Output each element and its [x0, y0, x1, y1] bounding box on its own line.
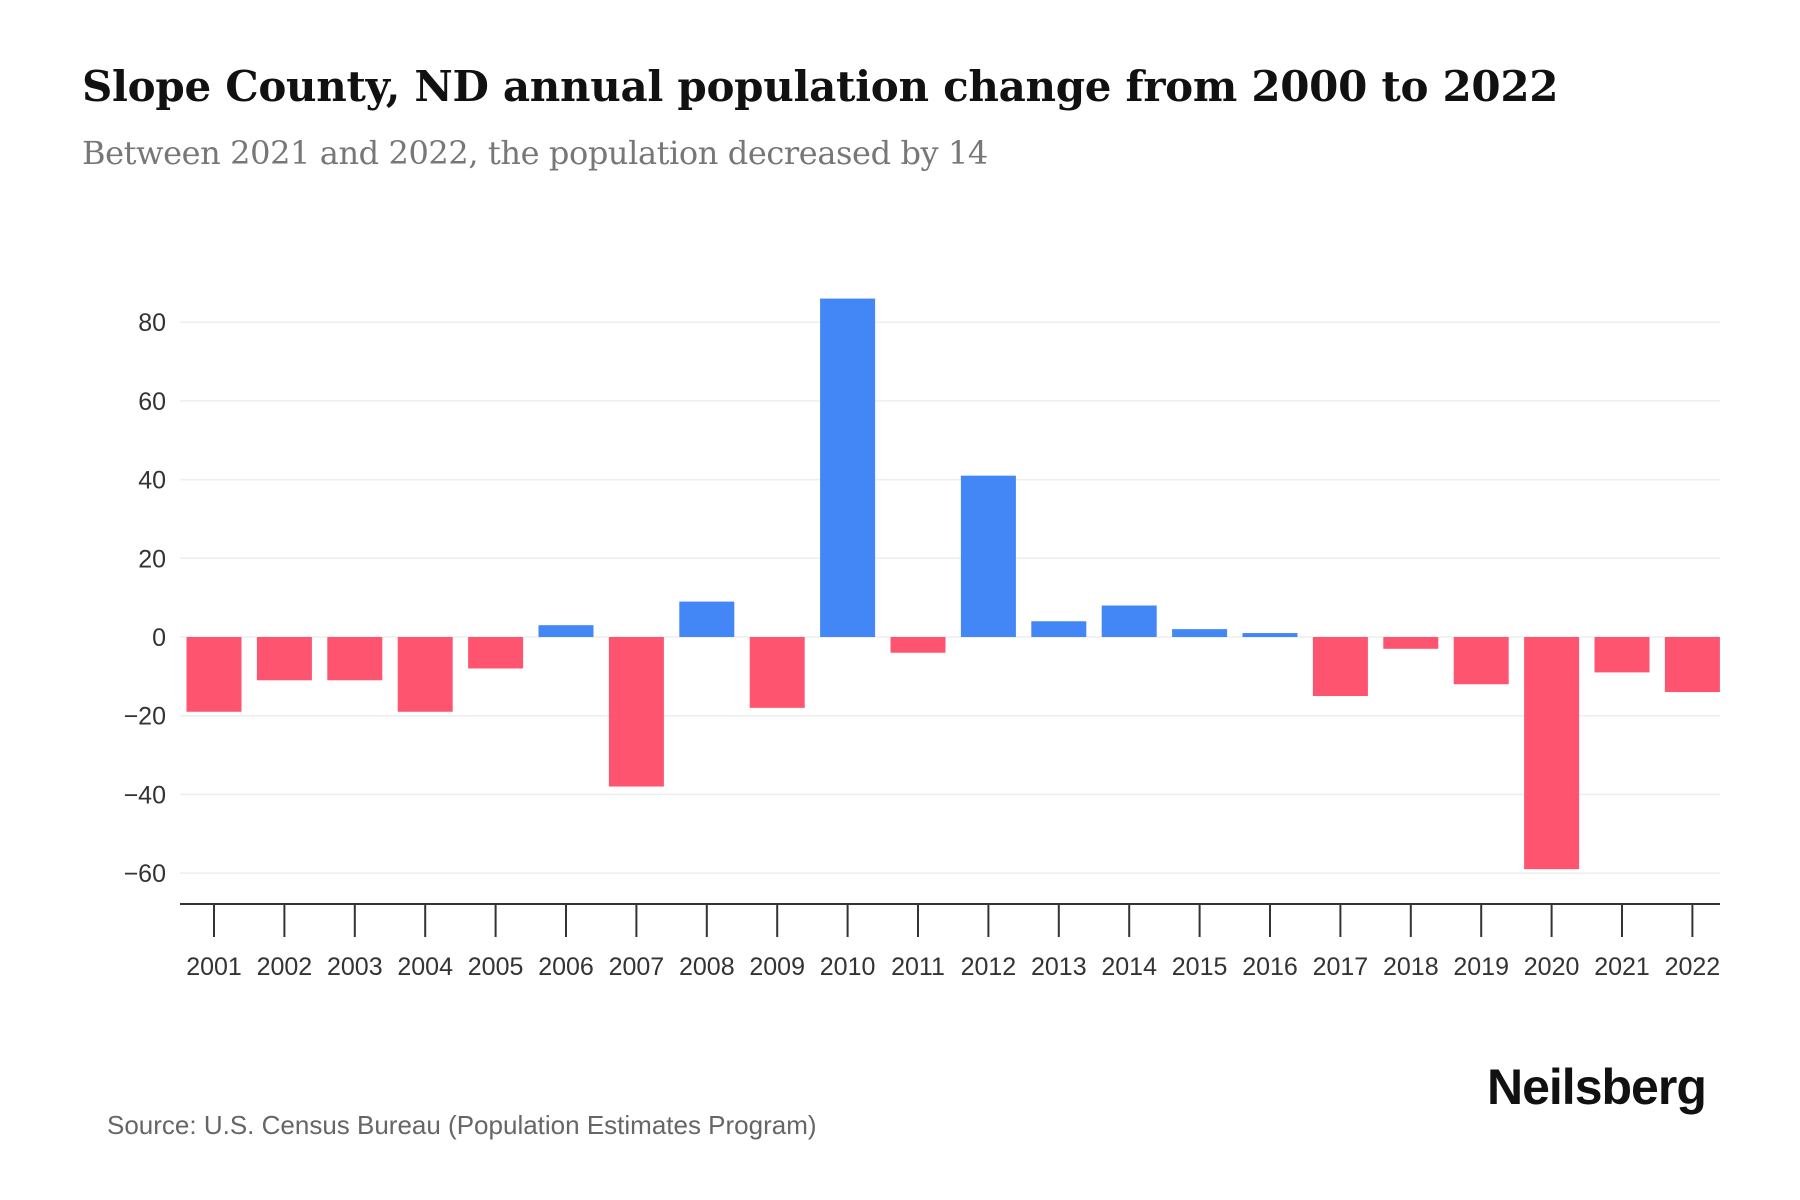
y-tick-label: 60	[138, 388, 166, 416]
y-tick-label: −40	[124, 781, 166, 809]
source-note: Source: U.S. Census Bureau (Population E…	[107, 1110, 817, 1140]
bar-2013	[1031, 621, 1087, 637]
x-tick-label: 2008	[679, 953, 735, 981]
y-tick-label: 0	[152, 624, 166, 652]
bar-2002	[256, 637, 312, 681]
x-tick-label: 2011	[891, 953, 945, 981]
x-tick-label: 2014	[1101, 953, 1157, 981]
x-tick-label: 2009	[749, 953, 805, 981]
x-tick-label: 2005	[468, 953, 524, 981]
y-tick-label: 20	[138, 545, 166, 573]
bar-2003	[327, 637, 383, 681]
x-tick-label: 2010	[820, 953, 876, 981]
x-tick-label: 2022	[1665, 953, 1721, 981]
chart-title: Slope County, ND annual population chang…	[82, 62, 1559, 111]
neilsberg-logo: Neilsberg	[1487, 1059, 1707, 1115]
bar-2005	[468, 637, 524, 669]
x-tick-label: 2013	[1031, 953, 1087, 981]
bar-2020	[1524, 637, 1580, 870]
x-tick-label: 2003	[327, 953, 383, 981]
x-tick-label: 2001	[186, 953, 242, 981]
x-tick-label: 2017	[1313, 953, 1369, 981]
x-tick-label: 2012	[961, 953, 1017, 981]
x-tick-label: 2004	[397, 953, 453, 981]
x-tick-label: 2006	[538, 953, 594, 981]
bar-2008	[679, 601, 735, 637]
bar-2006	[538, 625, 594, 637]
x-tick-label: 2019	[1453, 953, 1509, 981]
bar-2017	[1312, 637, 1368, 697]
bar-2015	[1172, 629, 1228, 637]
gridlines	[180, 321, 1720, 874]
y-tick-label: 80	[138, 309, 166, 337]
bar-2010	[820, 298, 876, 637]
x-tick-label: 2015	[1172, 953, 1228, 981]
x-tick-label: 2018	[1383, 953, 1439, 981]
x-axis: 2001 2002 2003 2004 2005 2006 2007 2008 2009 2010…	[180, 903, 1721, 981]
x-tick-label: 2016	[1242, 953, 1298, 981]
x-tick-label: 2007	[609, 953, 665, 981]
y-tick-label: −20	[124, 703, 166, 731]
x-tick-label: 2002	[257, 953, 313, 981]
bar-2012	[960, 475, 1016, 637]
chart-subtitle: Between 2021 and 2022, the population de…	[82, 134, 988, 172]
bars	[186, 298, 1720, 870]
bar-2016	[1242, 633, 1298, 637]
x-tick-label: 2020	[1524, 953, 1580, 981]
x-tick-label: 2021	[1594, 953, 1650, 981]
bar-2009	[749, 637, 805, 708]
y-tick-label: 40	[138, 467, 166, 495]
y-axis-ticks: 80 60 40 20 0 −20 −40 −60	[124, 309, 166, 888]
bar-2021	[1594, 637, 1650, 673]
y-tick-label: −60	[124, 860, 166, 888]
bar-2007	[608, 637, 664, 787]
bar-2022	[1664, 637, 1720, 693]
bar-2014	[1101, 605, 1157, 637]
bar-2019	[1453, 637, 1509, 685]
bar-2001	[186, 637, 242, 712]
bar-2018	[1383, 637, 1439, 649]
bar-2011	[890, 637, 946, 653]
bar-2004	[397, 637, 453, 712]
